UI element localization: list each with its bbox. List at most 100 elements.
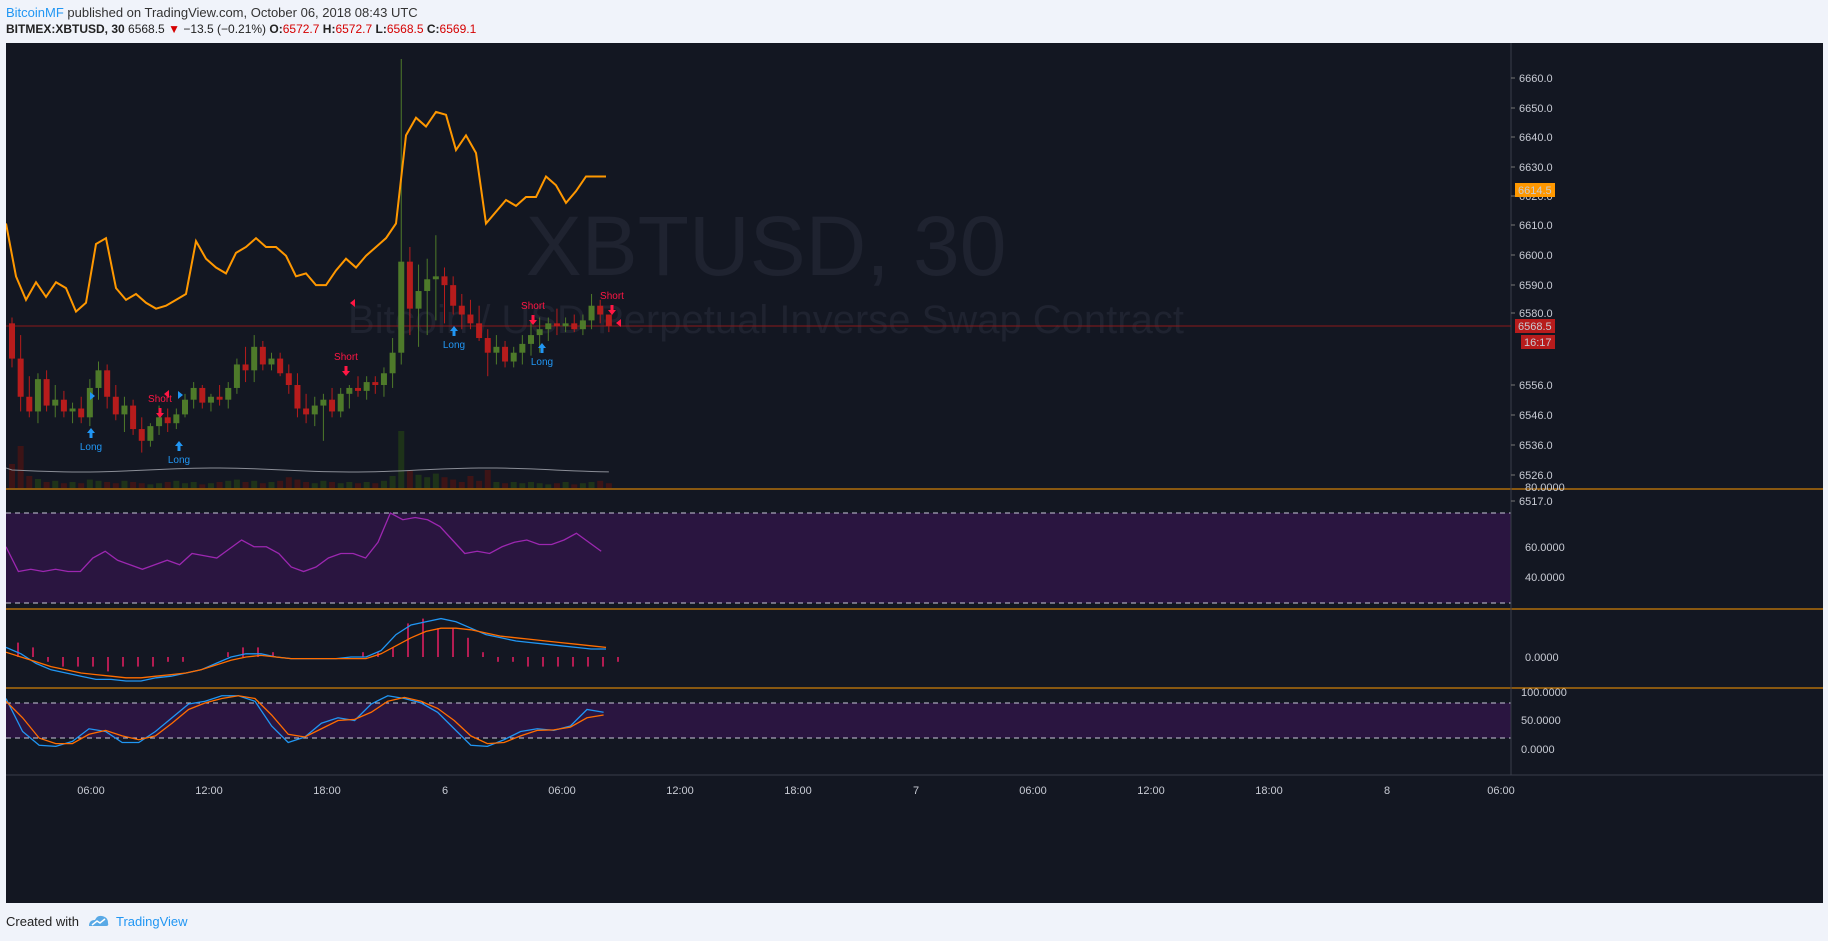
candle-body [536,329,543,336]
candle-body [355,387,361,391]
marker-triangle-icon [350,299,355,307]
candle-body [121,405,128,415]
candle-body [450,285,457,306]
long-signal-label: Long [168,455,190,466]
volume-bar [251,480,258,488]
short-arrow-icon [342,366,350,376]
candle-body [528,335,534,344]
volume-bar [259,483,266,488]
author-link[interactable]: BitcoinMF [6,5,64,20]
volume-bar [199,484,206,488]
volume-bar [173,480,180,488]
candle-body [571,323,578,330]
short-arrow-icon [156,408,164,418]
short-arrow-icon [529,315,537,325]
volume-bar [285,477,292,488]
time-tick-label: 18:00 [1255,785,1283,797]
volume-bar [52,480,59,488]
volume-bar [190,482,197,488]
created-with-text: Created with [6,914,79,929]
volume-bar [329,482,336,488]
candle-body [138,429,145,441]
moving-average-line [6,110,606,314]
volume-bar [467,476,474,488]
candle-body [458,305,465,315]
candle-body [303,408,310,415]
candle-body [562,323,569,327]
volume-bar [216,482,223,488]
volume-bar [207,483,214,488]
volume-bar [424,477,431,488]
tradingview-link[interactable]: TradingView [116,914,188,929]
ma-price-badge [1515,183,1555,197]
volume-bar [34,479,41,488]
short-signal-label: Short [521,301,545,312]
candle-body [441,276,448,286]
candle-body [199,387,206,403]
time-tick-label: 06:00 [1487,785,1515,797]
stoch-tick-label: 50.0000 [1521,715,1561,727]
volume-bar [294,479,301,488]
marker-triangle-icon [90,392,95,400]
volume-bar [130,482,137,488]
long-arrow-icon [450,326,458,336]
volume-bar [363,482,370,488]
candle-body [337,393,344,412]
candle-body [251,346,258,371]
rsi-tick-label: 40.0000 [1525,572,1565,584]
volume-bar [389,476,396,488]
price-tick-label: 6580.0 [1519,308,1553,320]
volume-bar [571,484,578,488]
candle-body [389,352,396,374]
volume-bar [182,483,188,488]
candle-body [277,358,284,374]
down-arrow-icon: ▼ [168,22,180,36]
volume-bar [406,470,413,488]
candle-body [311,405,318,415]
stoch-tick-label: 100.0000 [1521,687,1567,699]
stoch-tick-label: 0.0000 [1521,744,1555,756]
candle-body [510,352,517,362]
long-arrow-icon [87,428,95,438]
short-arrow-icon [608,305,616,315]
time-tick-label: 18:00 [784,785,812,797]
volume-bar [441,477,448,488]
volume-bar [355,483,361,488]
candle-body [467,314,474,324]
long-arrow-icon [175,441,183,451]
volume-bar [26,476,33,488]
short-signal-label: Short [148,394,172,405]
candle-body [112,396,119,415]
open-label: O: [269,22,283,36]
candle-body [216,396,223,400]
volume-bar [303,482,310,488]
candle-body [329,399,336,412]
countdown-badge [1521,335,1555,349]
candle-body [285,373,292,386]
tradingview-logo-icon[interactable] [88,912,110,930]
volume-bar [43,482,50,488]
price-tick-label: 6556.0 [1519,380,1553,392]
stoch-d-line [6,695,604,745]
time-tick-label: 12:00 [1137,785,1165,797]
volume-bar [17,446,24,488]
candle-body [95,370,102,388]
candle-body [242,364,249,371]
chart-canvas[interactable]: XBTUSD, 30 Bitcoin / USD Perpetual Invers… [6,43,1823,903]
volume-bar [528,482,534,488]
last-price: 6568.5 [128,22,165,36]
volume-bar [458,482,465,488]
candle-body [493,346,500,353]
rsi-line [6,512,602,573]
volume-bar [86,479,93,488]
close-value: 6569.1 [439,22,477,36]
volume-bar [78,483,85,488]
candle-body [26,396,33,412]
volume-bar [545,484,552,488]
candle-body [156,417,163,427]
volume-bar [104,482,111,488]
high-value: 6572.7 [335,22,373,36]
candle-body [225,387,232,400]
volume-bar [536,483,543,488]
